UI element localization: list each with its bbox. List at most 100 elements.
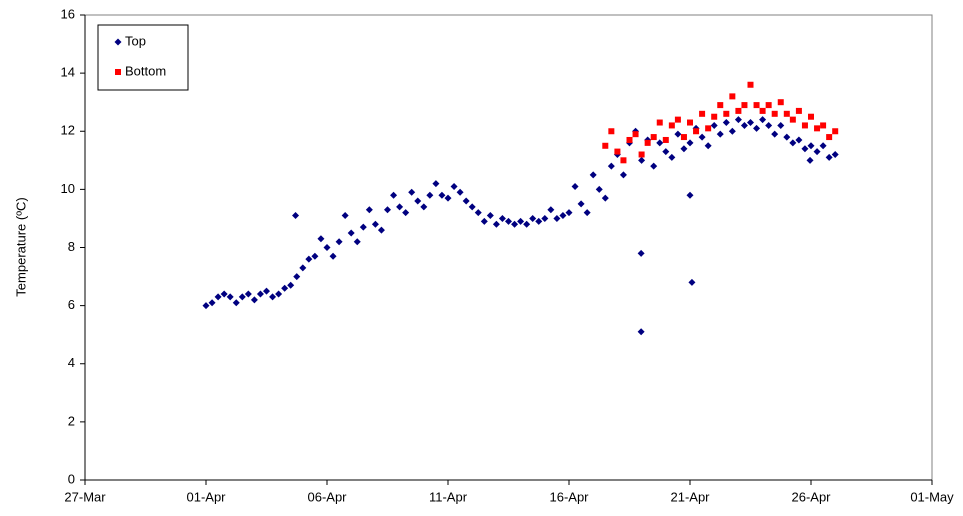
data-point xyxy=(365,206,373,214)
data-point xyxy=(716,130,724,138)
y-tick-label: 16 xyxy=(61,6,75,21)
data-point xyxy=(444,194,452,202)
data-point xyxy=(699,110,706,117)
data-point xyxy=(384,206,391,214)
data-point xyxy=(292,212,300,220)
x-tick-label: 01-May xyxy=(910,489,954,504)
data-point xyxy=(263,287,270,295)
data-point xyxy=(728,127,736,135)
plot-area xyxy=(84,14,933,481)
x-tick-label: 16-Apr xyxy=(549,489,589,504)
data-point xyxy=(353,238,361,246)
data-point xyxy=(208,299,216,307)
data-point xyxy=(747,119,754,127)
data-point xyxy=(832,128,839,135)
data-point xyxy=(650,134,657,141)
data-point xyxy=(462,197,470,205)
y-tick-label: 0 xyxy=(68,471,75,486)
data-point xyxy=(377,226,385,234)
data-point xyxy=(517,217,525,225)
data-point xyxy=(789,139,797,147)
data-point xyxy=(287,281,295,289)
data-point xyxy=(637,328,645,336)
data-point xyxy=(638,151,645,158)
legend-marker xyxy=(114,38,122,46)
data-point xyxy=(668,122,675,129)
x-tick-label: 26-Apr xyxy=(791,489,831,504)
data-point xyxy=(426,191,434,199)
data-point xyxy=(687,119,693,126)
data-point xyxy=(456,188,464,196)
data-point xyxy=(408,188,416,196)
data-point xyxy=(220,290,228,298)
data-point xyxy=(541,214,549,222)
y-tick-label: 6 xyxy=(68,297,75,312)
data-point xyxy=(347,229,355,237)
data-point xyxy=(722,119,730,127)
data-point xyxy=(698,133,706,141)
data-point xyxy=(607,162,615,170)
data-point xyxy=(819,142,827,150)
data-point xyxy=(244,290,252,298)
data-point xyxy=(747,81,754,88)
data-point xyxy=(717,102,724,109)
data-point xyxy=(710,121,718,129)
data-point xyxy=(371,220,379,228)
data-point xyxy=(601,194,609,202)
data-point xyxy=(438,191,446,199)
data-point xyxy=(801,122,808,129)
data-point xyxy=(656,139,664,147)
data-point xyxy=(753,102,760,109)
y-tick-label: 8 xyxy=(68,239,75,254)
data-point xyxy=(492,220,500,228)
data-point xyxy=(820,122,827,129)
data-point xyxy=(432,180,440,188)
data-point xyxy=(632,131,639,138)
data-point xyxy=(547,206,555,214)
data-point xyxy=(589,171,597,179)
data-point xyxy=(565,209,573,217)
data-point xyxy=(359,223,367,231)
data-point xyxy=(535,217,543,225)
data-point xyxy=(777,99,784,106)
data-point xyxy=(559,212,567,220)
data-point xyxy=(680,145,688,153)
data-point xyxy=(571,182,579,190)
data-point xyxy=(335,238,343,246)
data-point xyxy=(686,191,694,199)
data-point xyxy=(753,124,761,132)
legend-label: Top xyxy=(125,33,146,48)
data-point xyxy=(250,296,258,304)
y-tick-label: 14 xyxy=(61,65,75,80)
y-tick-label: 10 xyxy=(61,181,75,196)
data-point xyxy=(650,162,658,170)
data-point xyxy=(680,134,687,141)
data-point xyxy=(626,136,633,143)
data-point xyxy=(390,191,398,199)
data-point xyxy=(674,116,681,123)
data-point xyxy=(505,217,512,225)
y-tick-label: 12 xyxy=(61,123,75,138)
data-point xyxy=(831,151,839,158)
data-point xyxy=(341,212,349,220)
data-point xyxy=(674,130,682,138)
data-point xyxy=(614,148,621,155)
data-point xyxy=(468,203,476,211)
data-point xyxy=(771,110,778,117)
data-point xyxy=(275,290,283,298)
x-tick-label: 21-Apr xyxy=(670,489,710,504)
x-tick-label: 11-Apr xyxy=(429,489,468,504)
data-point xyxy=(480,217,488,225)
x-tick-label: 01-Apr xyxy=(186,489,226,504)
data-point xyxy=(813,148,821,156)
data-point xyxy=(317,235,325,243)
data-point xyxy=(638,156,646,164)
x-tick-label: 27-Mar xyxy=(64,489,106,504)
data-point xyxy=(450,182,458,190)
data-point xyxy=(795,136,803,144)
data-point xyxy=(771,130,779,138)
data-point xyxy=(608,128,615,135)
data-point xyxy=(662,136,669,143)
data-point xyxy=(414,197,422,205)
data-point xyxy=(734,116,742,124)
